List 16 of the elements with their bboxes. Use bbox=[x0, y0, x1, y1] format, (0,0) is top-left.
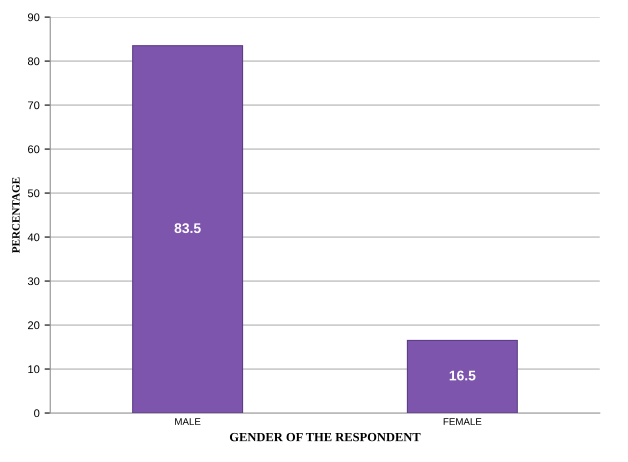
x-axis-title: GENDER OF THE RESPONDENT bbox=[230, 432, 420, 442]
y-tick-label: 20 bbox=[28, 321, 40, 330]
y-tick-label: 60 bbox=[28, 145, 40, 154]
data-label: 83.5 bbox=[174, 223, 201, 234]
y-tick-label: 30 bbox=[28, 277, 40, 286]
x-tick-label: FEMALE bbox=[444, 418, 482, 425]
data-label: 16.5 bbox=[450, 370, 476, 380]
y-tick-label: 10 bbox=[28, 365, 40, 374]
y-tick-label: 90 bbox=[28, 13, 40, 22]
y-tick-label: 50 bbox=[28, 189, 40, 198]
y-tick-label: 0 bbox=[34, 409, 40, 418]
y-axis-title: PERCENTAGE bbox=[12, 177, 20, 254]
y-tick-label: 80 bbox=[28, 57, 40, 66]
y-tick-label: 70 bbox=[28, 101, 40, 110]
x-tick-label: MALE bbox=[175, 418, 200, 425]
y-tick-label: 40 bbox=[28, 233, 40, 242]
